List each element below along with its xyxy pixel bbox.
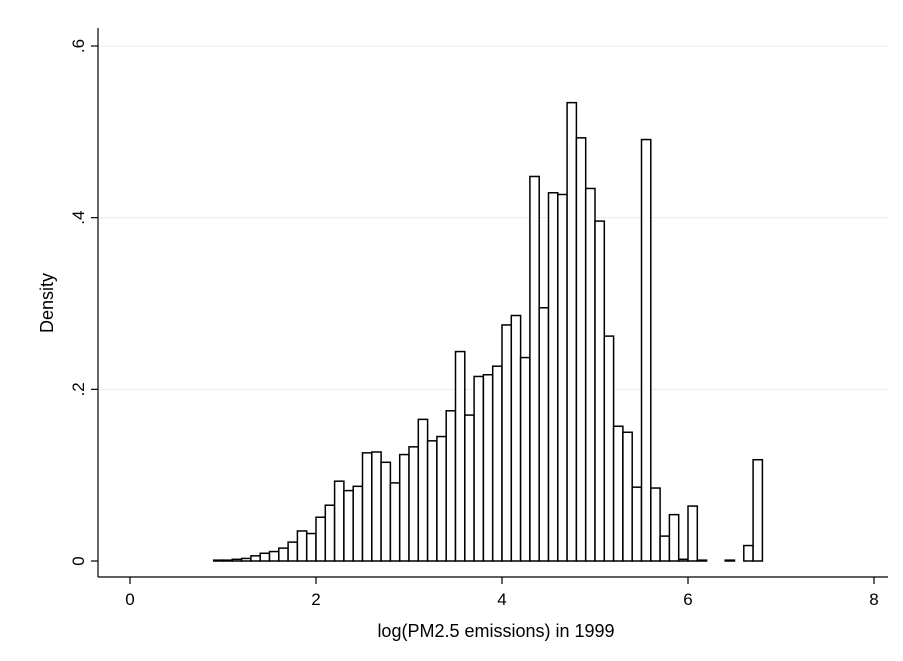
histogram-bar — [212, 559, 224, 562]
x-tick-label: 8 — [869, 590, 878, 609]
histogram-bar — [426, 440, 438, 562]
histogram-bar — [603, 335, 615, 562]
histogram-bar — [659, 535, 671, 562]
histogram-bar — [389, 482, 401, 562]
histogram-bar — [352, 485, 364, 562]
axes — [97, 28, 888, 578]
histogram-bar — [650, 487, 661, 562]
histogram-bar — [361, 452, 373, 562]
histogram-bar — [464, 414, 475, 562]
histogram-bar — [268, 550, 280, 562]
histogram-bar — [566, 101, 578, 562]
x-tick-label: 2 — [311, 590, 320, 609]
y-axis-ticks: 0 .2 .4 .6 — [69, 39, 98, 566]
histogram-bar — [222, 559, 234, 562]
histogram-bar — [398, 453, 410, 562]
histogram-bar — [640, 138, 652, 562]
histogram-bar — [501, 324, 513, 562]
y-tick-label: 0 — [69, 556, 88, 565]
x-tick-label: 4 — [497, 590, 506, 609]
histogram-bar — [305, 532, 317, 562]
x-axis-title: log(PM2.5 emissions) in 1999 — [377, 621, 614, 641]
histogram-bar — [380, 461, 392, 562]
histogram-bar — [687, 505, 699, 562]
histogram-bar — [343, 489, 354, 562]
x-axis-ticks: 0 2 4 6 8 — [125, 577, 879, 609]
histogram-bar — [491, 365, 503, 562]
histogram-bar — [231, 558, 243, 562]
histogram-bar — [743, 544, 754, 562]
histogram-bar — [696, 559, 708, 562]
histogram-bar — [250, 555, 261, 562]
histogram-bar — [240, 557, 252, 562]
histogram-bar — [287, 541, 299, 562]
histogram-bar — [333, 480, 345, 562]
histogram-bar — [547, 192, 559, 562]
histogram-bar — [510, 314, 522, 562]
histogram-bar — [538, 307, 550, 562]
gridlines — [98, 45, 888, 390]
histogram-bar — [436, 435, 447, 562]
histogram-bar — [677, 558, 689, 562]
histogram-bar — [371, 451, 382, 562]
histogram-bar — [445, 410, 457, 562]
histogram-bar — [631, 486, 643, 562]
histogram-bar — [557, 193, 568, 562]
histogram-bar — [519, 356, 531, 562]
histogram-bar — [584, 187, 596, 562]
histogram-bar — [278, 547, 289, 562]
histogram-bar — [752, 458, 764, 562]
histogram-bar — [259, 552, 271, 562]
histogram-bar — [324, 504, 336, 562]
y-tick-label: .6 — [69, 39, 88, 53]
histogram-bars — [212, 101, 764, 562]
histogram-bar — [417, 418, 429, 562]
histogram-bar — [315, 516, 327, 562]
histogram-bar — [482, 373, 494, 562]
y-tick-label: .4 — [69, 211, 88, 225]
histogram-bar — [575, 137, 587, 562]
histogram-bar — [612, 425, 624, 562]
histogram-bar — [408, 446, 420, 562]
histogram-bar — [594, 220, 606, 562]
x-tick-label: 6 — [683, 590, 692, 609]
histogram-bar — [622, 431, 633, 562]
histogram-bar — [668, 513, 680, 562]
histogram-bar — [724, 559, 736, 562]
histogram-bar — [473, 375, 485, 562]
y-tick-label: .2 — [69, 382, 88, 396]
histogram-bar — [454, 350, 466, 562]
histogram-bar — [529, 175, 540, 562]
x-tick-label: 0 — [125, 590, 134, 609]
y-axis-title: Density — [37, 273, 57, 333]
histogram-bar — [296, 530, 308, 562]
